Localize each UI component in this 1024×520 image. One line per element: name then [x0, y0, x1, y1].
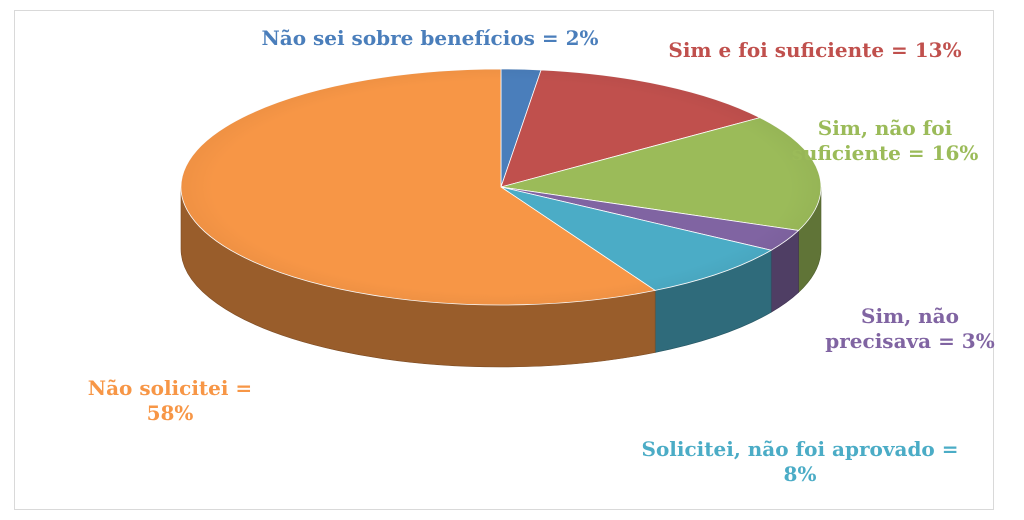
pie-sides: [180, 186, 822, 368]
label-sim-foi-suficiente: Sim e foi suficiente = 13%: [668, 38, 962, 62]
label-solicitei-nao-aprovado: Solicitei, não foi aprovado = 8%: [641, 437, 959, 486]
pie-tops: [180, 68, 822, 306]
label-sim-nao-precisava: Sim, não precisava = 3%: [825, 304, 995, 353]
chart-frame: [14, 10, 994, 510]
label-nao-solicitei: Não solicitei = 58%: [87, 376, 253, 425]
label-sim-nao-foi-suficiente: Sim, não foi suficiente = 16%: [791, 116, 979, 165]
pie-top-shading: [181, 69, 821, 305]
label-nao-sei-beneficios: Não sei sobre benefícios = 2%: [261, 26, 599, 50]
